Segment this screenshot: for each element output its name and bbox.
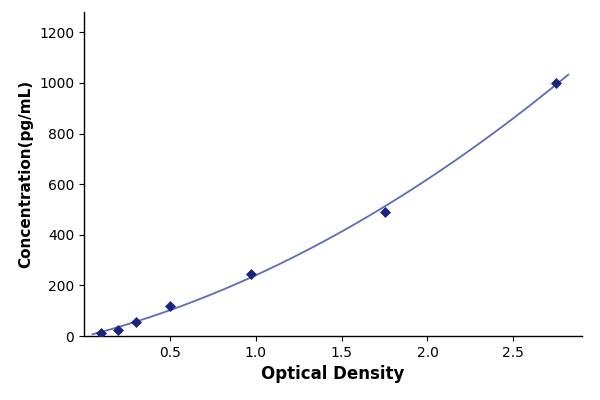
X-axis label: Optical Density: Optical Density — [262, 365, 404, 383]
Y-axis label: Concentration(pg/mL): Concentration(pg/mL) — [19, 80, 34, 268]
